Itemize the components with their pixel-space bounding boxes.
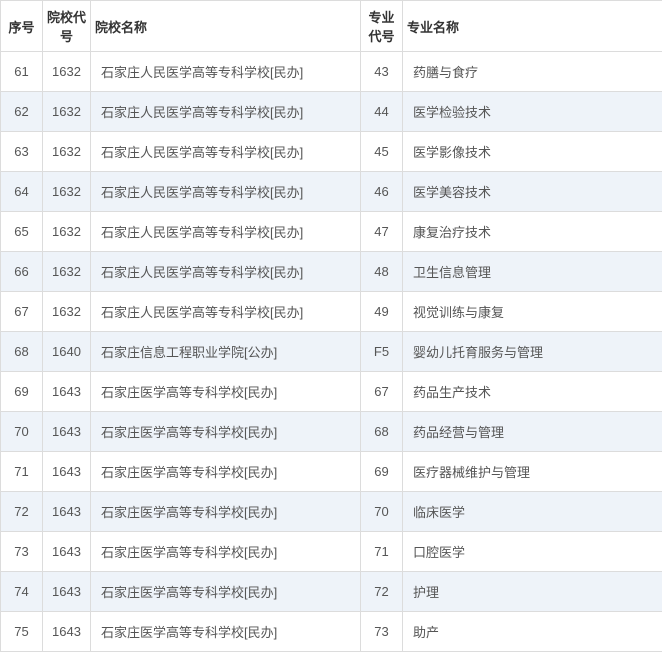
cell-major-code: 72 — [361, 572, 403, 612]
cell-inst-name: 石家庄医学高等专科学校[民办] — [91, 612, 361, 652]
cell-inst-name: 石家庄医学高等专科学校[民办] — [91, 572, 361, 612]
cell-major-code: 68 — [361, 412, 403, 452]
cell-inst-name: 石家庄医学高等专科学校[民办] — [91, 412, 361, 452]
header-major-name: 专业名称 — [403, 1, 662, 52]
table-row: 611632石家庄人民医学高等专科学校[民办]43药膳与食疗 — [1, 52, 662, 92]
cell-inst-name: 石家庄人民医学高等专科学校[民办] — [91, 292, 361, 332]
cell-seq: 72 — [1, 492, 43, 532]
cell-seq: 66 — [1, 252, 43, 292]
table-row: 711643石家庄医学高等专科学校[民办]69医疗器械维护与管理 — [1, 452, 662, 492]
cell-seq: 75 — [1, 612, 43, 652]
cell-inst-name: 石家庄人民医学高等专科学校[民办] — [91, 52, 361, 92]
cell-inst-code: 1632 — [43, 172, 91, 212]
cell-inst-code: 1632 — [43, 52, 91, 92]
table-row: 721643石家庄医学高等专科学校[民办]70临床医学 — [1, 492, 662, 532]
cell-inst-name: 石家庄人民医学高等专科学校[民办] — [91, 132, 361, 172]
cell-inst-code: 1643 — [43, 572, 91, 612]
cell-inst-name: 石家庄人民医学高等专科学校[民办] — [91, 92, 361, 132]
cell-inst-name: 石家庄人民医学高等专科学校[民办] — [91, 252, 361, 292]
cell-major-name: 卫生信息管理 — [403, 252, 662, 292]
cell-major-code: 70 — [361, 492, 403, 532]
cell-seq: 63 — [1, 132, 43, 172]
cell-major-name: 口腔医学 — [403, 532, 662, 572]
cell-inst-code: 1643 — [43, 532, 91, 572]
header-seq: 序号 — [1, 1, 43, 52]
header-row: 序号 院校代号 院校名称 专业代号 专业名称 — [1, 1, 662, 52]
cell-inst-name: 石家庄人民医学高等专科学校[民办] — [91, 212, 361, 252]
cell-major-name: 药膳与食疗 — [403, 52, 662, 92]
cell-major-name: 药品经营与管理 — [403, 412, 662, 452]
cell-seq: 73 — [1, 532, 43, 572]
cell-major-code: 46 — [361, 172, 403, 212]
cell-major-code: 67 — [361, 372, 403, 412]
cell-seq: 64 — [1, 172, 43, 212]
table-row: 701643石家庄医学高等专科学校[民办]68药品经营与管理 — [1, 412, 662, 452]
table-row: 751643石家庄医学高等专科学校[民办]73助产 — [1, 612, 662, 652]
cell-major-code: 73 — [361, 612, 403, 652]
cell-inst-code: 1643 — [43, 452, 91, 492]
cell-inst-code: 1643 — [43, 612, 91, 652]
table-body: 611632石家庄人民医学高等专科学校[民办]43药膳与食疗621632石家庄人… — [1, 52, 662, 652]
cell-seq: 62 — [1, 92, 43, 132]
cell-seq: 65 — [1, 212, 43, 252]
cell-inst-code: 1643 — [43, 372, 91, 412]
cell-inst-name: 石家庄医学高等专科学校[民办] — [91, 372, 361, 412]
cell-major-name: 医疗器械维护与管理 — [403, 452, 662, 492]
cell-inst-code: 1643 — [43, 492, 91, 532]
header-major-code: 专业代号 — [361, 1, 403, 52]
cell-major-code: 43 — [361, 52, 403, 92]
table-row: 651632石家庄人民医学高等专科学校[民办]47康复治疗技术 — [1, 212, 662, 252]
cell-inst-code: 1632 — [43, 252, 91, 292]
cell-major-code: 45 — [361, 132, 403, 172]
cell-inst-code: 1643 — [43, 412, 91, 452]
header-inst-code: 院校代号 — [43, 1, 91, 52]
cell-inst-name: 石家庄人民医学高等专科学校[民办] — [91, 172, 361, 212]
cell-seq: 74 — [1, 572, 43, 612]
table-header: 序号 院校代号 院校名称 专业代号 专业名称 — [1, 1, 662, 52]
table-row: 681640石家庄信息工程职业学院[公办]F5婴幼儿托育服务与管理 — [1, 332, 662, 372]
cell-inst-code: 1632 — [43, 132, 91, 172]
table-row: 661632石家庄人民医学高等专科学校[民办]48卫生信息管理 — [1, 252, 662, 292]
cell-major-name: 康复治疗技术 — [403, 212, 662, 252]
cell-seq: 69 — [1, 372, 43, 412]
table-row: 671632石家庄人民医学高等专科学校[民办]49视觉训练与康复 — [1, 292, 662, 332]
cell-seq: 71 — [1, 452, 43, 492]
admissions-table: 序号 院校代号 院校名称 专业代号 专业名称 611632石家庄人民医学高等专科… — [0, 0, 662, 652]
cell-major-code: 71 — [361, 532, 403, 572]
cell-major-name: 药品生产技术 — [403, 372, 662, 412]
header-inst-name: 院校名称 — [91, 1, 361, 52]
cell-major-name: 护理 — [403, 572, 662, 612]
cell-inst-name: 石家庄医学高等专科学校[民办] — [91, 452, 361, 492]
cell-inst-name: 石家庄医学高等专科学校[民办] — [91, 492, 361, 532]
table-row: 641632石家庄人民医学高等专科学校[民办]46医学美容技术 — [1, 172, 662, 212]
cell-major-code: 69 — [361, 452, 403, 492]
cell-major-code: 44 — [361, 92, 403, 132]
cell-seq: 67 — [1, 292, 43, 332]
cell-major-name: 医学影像技术 — [403, 132, 662, 172]
cell-major-name: 医学美容技术 — [403, 172, 662, 212]
table-row: 691643石家庄医学高等专科学校[民办]67药品生产技术 — [1, 372, 662, 412]
cell-inst-code: 1640 — [43, 332, 91, 372]
cell-seq: 68 — [1, 332, 43, 372]
table-row: 621632石家庄人民医学高等专科学校[民办]44医学检验技术 — [1, 92, 662, 132]
cell-major-code: 49 — [361, 292, 403, 332]
cell-major-code: 47 — [361, 212, 403, 252]
cell-inst-code: 1632 — [43, 212, 91, 252]
cell-major-name: 临床医学 — [403, 492, 662, 532]
cell-inst-name: 石家庄医学高等专科学校[民办] — [91, 532, 361, 572]
cell-major-name: 医学检验技术 — [403, 92, 662, 132]
cell-major-name: 助产 — [403, 612, 662, 652]
table-row: 741643石家庄医学高等专科学校[民办]72护理 — [1, 572, 662, 612]
cell-seq: 61 — [1, 52, 43, 92]
cell-inst-code: 1632 — [43, 292, 91, 332]
cell-inst-code: 1632 — [43, 92, 91, 132]
table-row: 731643石家庄医学高等专科学校[民办]71口腔医学 — [1, 532, 662, 572]
table-row: 631632石家庄人民医学高等专科学校[民办]45医学影像技术 — [1, 132, 662, 172]
cell-inst-name: 石家庄信息工程职业学院[公办] — [91, 332, 361, 372]
cell-major-name: 视觉训练与康复 — [403, 292, 662, 332]
cell-seq: 70 — [1, 412, 43, 452]
cell-major-name: 婴幼儿托育服务与管理 — [403, 332, 662, 372]
cell-major-code: F5 — [361, 332, 403, 372]
cell-major-code: 48 — [361, 252, 403, 292]
